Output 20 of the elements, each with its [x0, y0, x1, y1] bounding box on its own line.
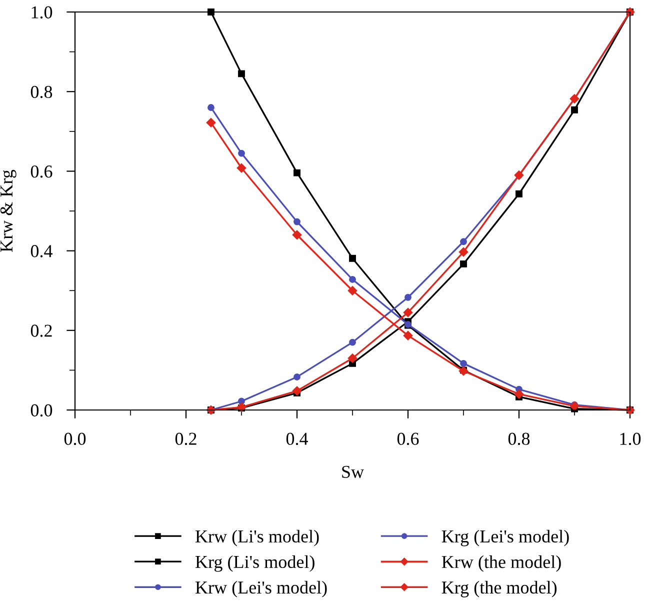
y-tick-label: 0.4 — [30, 245, 52, 258]
legend-label: Krw (Lei's model) — [195, 580, 327, 598]
x-tick-label: 1.0 — [620, 432, 641, 446]
x-tick-label: 0.8 — [508, 432, 530, 446]
legend-label: Krw (Li's model) — [195, 530, 319, 546]
legend-label: Krg (Li's model) — [195, 555, 314, 572]
legend-label: Krg (Lei's model) — [442, 530, 569, 546]
y-tick-label: 0.0 — [30, 404, 52, 417]
x-tick-label: 0.6 — [397, 432, 419, 446]
y-tick-label: 0.6 — [30, 165, 52, 178]
x-tick-label: 0.4 — [286, 432, 308, 446]
x-tick-label: 0.2 — [175, 432, 196, 446]
legend-label: Krw (the model) — [442, 555, 561, 572]
y-tick-label: 0.2 — [30, 324, 52, 337]
y-tick-label: 1.0 — [32, 6, 52, 19]
y-tick-label: 0.8 — [30, 86, 52, 98]
x-tick-label: 0.0 — [64, 432, 86, 446]
x-axis-title: Sw — [342, 466, 364, 478]
y-axis-title: Krw & Krg — [0, 170, 16, 252]
legend-label: Krg (the model) — [442, 580, 557, 598]
